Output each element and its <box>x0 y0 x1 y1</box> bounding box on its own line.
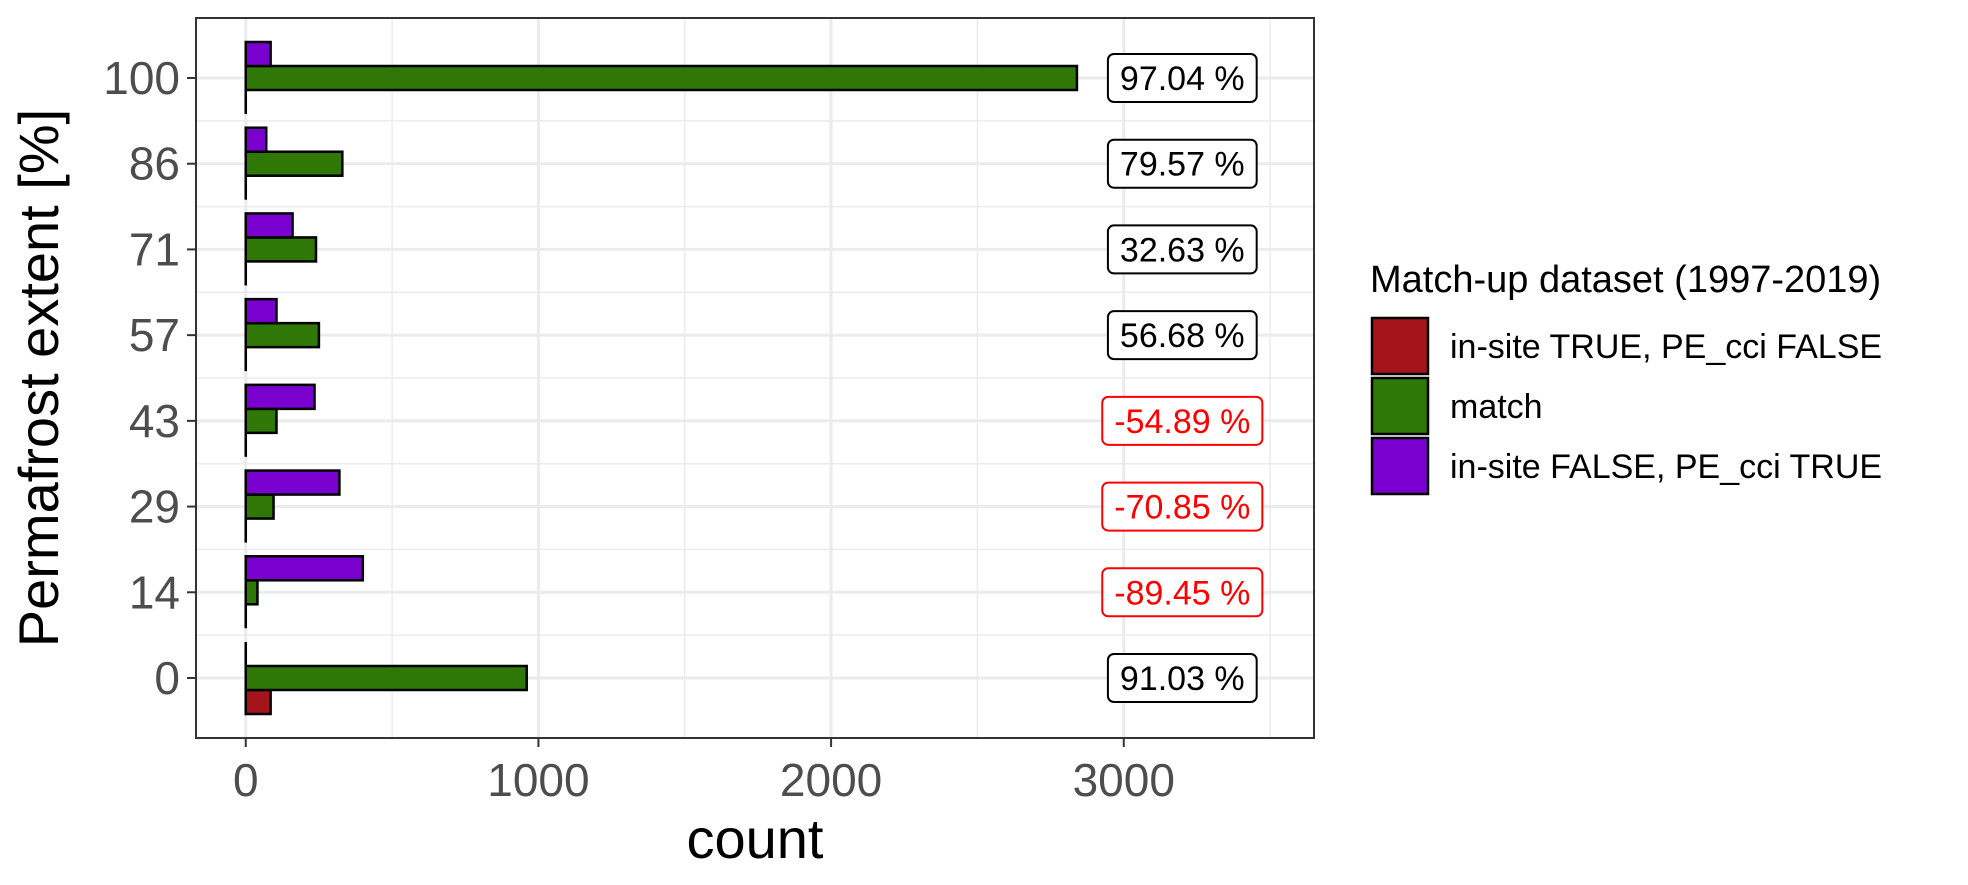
legend-swatch <box>1370 436 1430 496</box>
x-tick-label: 0 <box>233 754 259 806</box>
bar <box>244 555 365 582</box>
percentage-label-box <box>1106 53 1258 103</box>
y-tick-label: 57 <box>129 309 180 361</box>
bar <box>244 383 316 411</box>
y-axis: 0 14 29 43 57 71 86 100 <box>103 52 196 704</box>
legend-entry-label: in-site FALSE, PE_cci TRUE <box>1450 448 1882 486</box>
bar <box>244 64 1079 92</box>
percentage-annotation: -54.89 % <box>1101 395 1264 446</box>
percentage-annotation: 32.63 % <box>1106 224 1258 275</box>
percentage-label-box <box>1106 653 1258 703</box>
x-tick-label: 2000 <box>780 754 882 806</box>
x-axis-title: count <box>687 807 824 870</box>
bar <box>244 126 268 153</box>
percentage-label-box <box>1101 481 1264 532</box>
percentage-annotation: -70.85 % <box>1101 481 1264 532</box>
percentage-label: -89.45 % <box>1114 574 1250 612</box>
percentage-annotation: 56.68 % <box>1106 310 1258 361</box>
bar <box>244 40 272 68</box>
percentage-annotation: 91.03 % <box>1106 653 1258 703</box>
bar <box>244 407 278 435</box>
percentage-label: 32.63 % <box>1120 231 1245 269</box>
x-tick-label: 3000 <box>1073 754 1175 806</box>
y-tick-label: 14 <box>129 566 180 618</box>
percentage-annotation: 97.04 % <box>1106 53 1258 103</box>
legend-entry-label: match <box>1450 388 1543 426</box>
percentage-label-box <box>1101 567 1264 618</box>
x-tick-label: 1000 <box>487 754 589 806</box>
y-tick-label: 0 <box>154 652 180 704</box>
y-tick-label: 86 <box>129 138 180 190</box>
bar <box>244 321 321 349</box>
percentage-label-box <box>1101 395 1264 446</box>
grid-layer <box>196 18 1314 738</box>
legend: Match-up dataset (1997-2019) in-site TRU… <box>1370 259 1882 496</box>
bar <box>244 493 275 520</box>
bar <box>244 236 318 263</box>
y-tick-label: 43 <box>129 395 180 447</box>
bar <box>244 297 278 325</box>
y-tick-label: 29 <box>129 481 180 533</box>
percentage-label: -70.85 % <box>1114 489 1250 527</box>
legend-swatch <box>1370 376 1430 436</box>
percentage-label-box <box>1106 138 1258 189</box>
bar <box>244 212 294 239</box>
bar <box>244 150 344 177</box>
percentage-label: 79.57 % <box>1120 146 1245 184</box>
y-tick-label: 100 <box>103 52 180 104</box>
annotation-layer: 91.03 % -89.45 % -70.85 % -54.89 % 56.68 % 32… <box>1101 53 1264 703</box>
percentage-label: 56.68 % <box>1120 317 1245 355</box>
percentage-label-box <box>1106 310 1258 361</box>
bars-layer <box>244 40 1079 716</box>
y-tick-label: 71 <box>129 223 180 275</box>
percentage-annotation: -89.45 % <box>1101 567 1264 618</box>
percentage-annotation: 79.57 % <box>1106 138 1258 189</box>
percentage-label-box <box>1106 224 1258 275</box>
bar <box>244 579 259 606</box>
legend-entry-label: in-site TRUE, PE_cci FALSE <box>1450 328 1882 366</box>
bar <box>244 664 528 692</box>
plot-panel-border <box>195 17 1315 739</box>
x-axis: 0 1000 2000 3000 <box>233 738 1175 806</box>
percentage-label: 97.04 % <box>1120 60 1245 98</box>
percentage-label: 91.03 % <box>1120 660 1245 698</box>
legend-title: Match-up dataset (1997-2019) <box>1370 259 1881 301</box>
bar <box>244 469 341 496</box>
bar <box>244 688 272 716</box>
y-axis-title: Permafrost extent [%] <box>7 109 70 647</box>
legend-swatch <box>1370 316 1430 376</box>
percentage-label: -54.89 % <box>1114 403 1250 441</box>
